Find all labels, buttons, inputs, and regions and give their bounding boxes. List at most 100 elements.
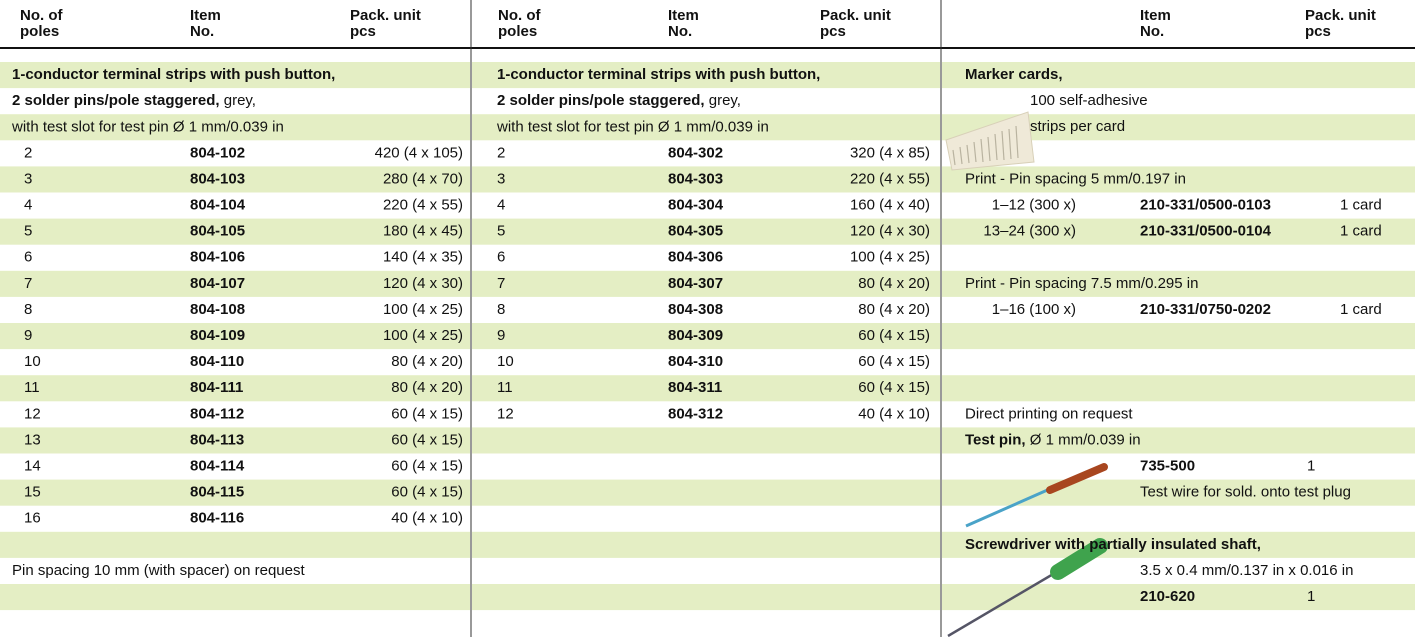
column-header: No. of <box>498 7 541 24</box>
bold-text: 2 solder pins/pole staggered, <box>12 92 220 109</box>
row-text: Direct printing on request <box>965 405 1133 422</box>
row-band <box>472 218 940 245</box>
row-text: with test slot for test pin Ø 1 mm/0.039… <box>11 118 284 135</box>
bold-text: Marker cards, <box>965 66 1063 83</box>
note: strips per card <box>1030 118 1125 135</box>
poles: 3 <box>24 170 32 187</box>
pack-unit: 100 (4 x 25) <box>383 301 463 318</box>
bold-text: 1-conductor terminal strips with push bu… <box>12 66 335 83</box>
pack-unit: 80 (4 x 20) <box>858 301 930 318</box>
poles: 8 <box>24 301 32 318</box>
quantity: 1 <box>1307 458 1315 475</box>
poles: 6 <box>497 249 505 266</box>
bold-text: 1-conductor terminal strips with push bu… <box>497 66 820 83</box>
poles: 11 <box>24 379 40 396</box>
pack-unit: 100 (4 x 25) <box>850 249 930 266</box>
poles: 7 <box>497 275 505 292</box>
row-band <box>472 427 940 454</box>
pack-unit: 40 (4 x 10) <box>391 510 463 527</box>
item-number: 210-331/0500-0103 <box>1140 197 1271 214</box>
poles: 16 <box>24 510 41 527</box>
plain-text: Print - Pin spacing 5 mm/0.197 in <box>965 170 1186 187</box>
poles: 11 <box>497 379 513 396</box>
pack-unit: 220 (4 x 55) <box>383 197 463 214</box>
column-header: pcs <box>820 23 846 40</box>
pack-unit: 40 (4 x 10) <box>858 405 930 422</box>
row-band <box>472 62 940 89</box>
row-band <box>472 375 940 402</box>
item-number: 804-104 <box>190 197 246 214</box>
row-text: 2 solder pins/pole staggered, grey, <box>497 92 741 109</box>
bold-text: Test pin, <box>965 431 1026 448</box>
row-text: with test slot for test pin Ø 1 mm/0.039… <box>496 118 769 135</box>
pack-unit: 60 (4 x 15) <box>391 484 463 501</box>
row-band <box>942 323 1415 350</box>
row-band <box>0 166 470 193</box>
pack-unit: 280 (4 x 70) <box>383 170 463 187</box>
plain-text: Direct printing on request <box>965 405 1133 422</box>
row-band <box>472 479 940 506</box>
row-band <box>472 323 940 350</box>
row-band <box>0 218 470 245</box>
row-text: Print - Pin spacing 7.5 mm/0.295 in <box>965 275 1198 292</box>
poles: 3 <box>497 170 505 187</box>
item-number: 804-311 <box>668 379 722 396</box>
item-number: 804-302 <box>668 144 723 161</box>
column-header: Pack. unit <box>350 7 421 24</box>
item-number: 804-116 <box>190 510 244 527</box>
poles: 14 <box>24 458 41 475</box>
plain-text: Pin spacing 10 mm (with spacer) on reque… <box>12 562 305 579</box>
row-band <box>0 375 470 402</box>
column-header: No. <box>1140 23 1164 40</box>
column-header: No. <box>190 23 214 40</box>
quantity: 1 <box>1307 588 1315 605</box>
pack-unit: 80 (4 x 20) <box>858 275 930 292</box>
test-pin-image <box>965 463 1108 528</box>
row-band <box>942 531 1415 558</box>
row-text: Screwdriver with partially insulated sha… <box>965 536 1261 553</box>
pack-unit: 120 (4 x 30) <box>383 275 463 292</box>
poles: 2 <box>24 144 32 161</box>
column-header: pcs <box>350 23 376 40</box>
pack-unit: 140 (4 x 35) <box>383 249 463 266</box>
column-header: Pack. unit <box>1305 7 1376 24</box>
item-number: 735-500 <box>1140 458 1195 475</box>
bold-text: 2 solder pins/pole staggered, <box>497 92 705 109</box>
item-number: 804-110 <box>190 353 244 370</box>
item-number: 804-102 <box>190 144 245 161</box>
pack-unit: 1 card <box>1340 197 1382 214</box>
item-number: 804-306 <box>668 249 723 266</box>
row-band <box>0 479 470 506</box>
poles: 15 <box>24 484 41 501</box>
pack-unit: 220 (4 x 55) <box>850 170 930 187</box>
row-band <box>472 166 940 193</box>
pack-unit: 80 (4 x 20) <box>391 353 463 370</box>
item-number: 804-106 <box>190 249 245 266</box>
row-text: Pin spacing 10 mm (with spacer) on reque… <box>12 562 305 579</box>
poles: 12 <box>497 405 514 422</box>
pack-unit: 60 (4 x 15) <box>858 327 930 344</box>
item-number: 804-103 <box>190 170 245 187</box>
bold-text: Screwdriver with partially insulated sha… <box>965 536 1261 553</box>
pack-unit: 1 card <box>1340 301 1382 318</box>
row-band <box>0 427 470 454</box>
plain-text: grey, <box>220 92 256 109</box>
plain-text: grey, <box>705 92 741 109</box>
poles: 12 <box>24 405 41 422</box>
plain-text: with test slot for test pin Ø 1 mm/0.039… <box>496 118 769 135</box>
row-band <box>472 270 940 297</box>
pack-unit: 100 (4 x 25) <box>383 327 463 344</box>
item-number: 804-304 <box>668 197 724 214</box>
poles: 5 <box>24 223 32 240</box>
row-text: Print - Pin spacing 5 mm/0.197 in <box>965 170 1186 187</box>
row-band <box>942 166 1415 193</box>
row-band <box>0 270 470 297</box>
item-number: 804-113 <box>190 431 244 448</box>
column-header: poles <box>498 23 537 40</box>
row-backgrounds <box>0 62 1415 611</box>
row-band <box>0 323 470 350</box>
pack-unit: 80 (4 x 20) <box>391 379 463 396</box>
pack-unit: 120 (4 x 30) <box>850 223 930 240</box>
item-number: 804-309 <box>668 327 723 344</box>
